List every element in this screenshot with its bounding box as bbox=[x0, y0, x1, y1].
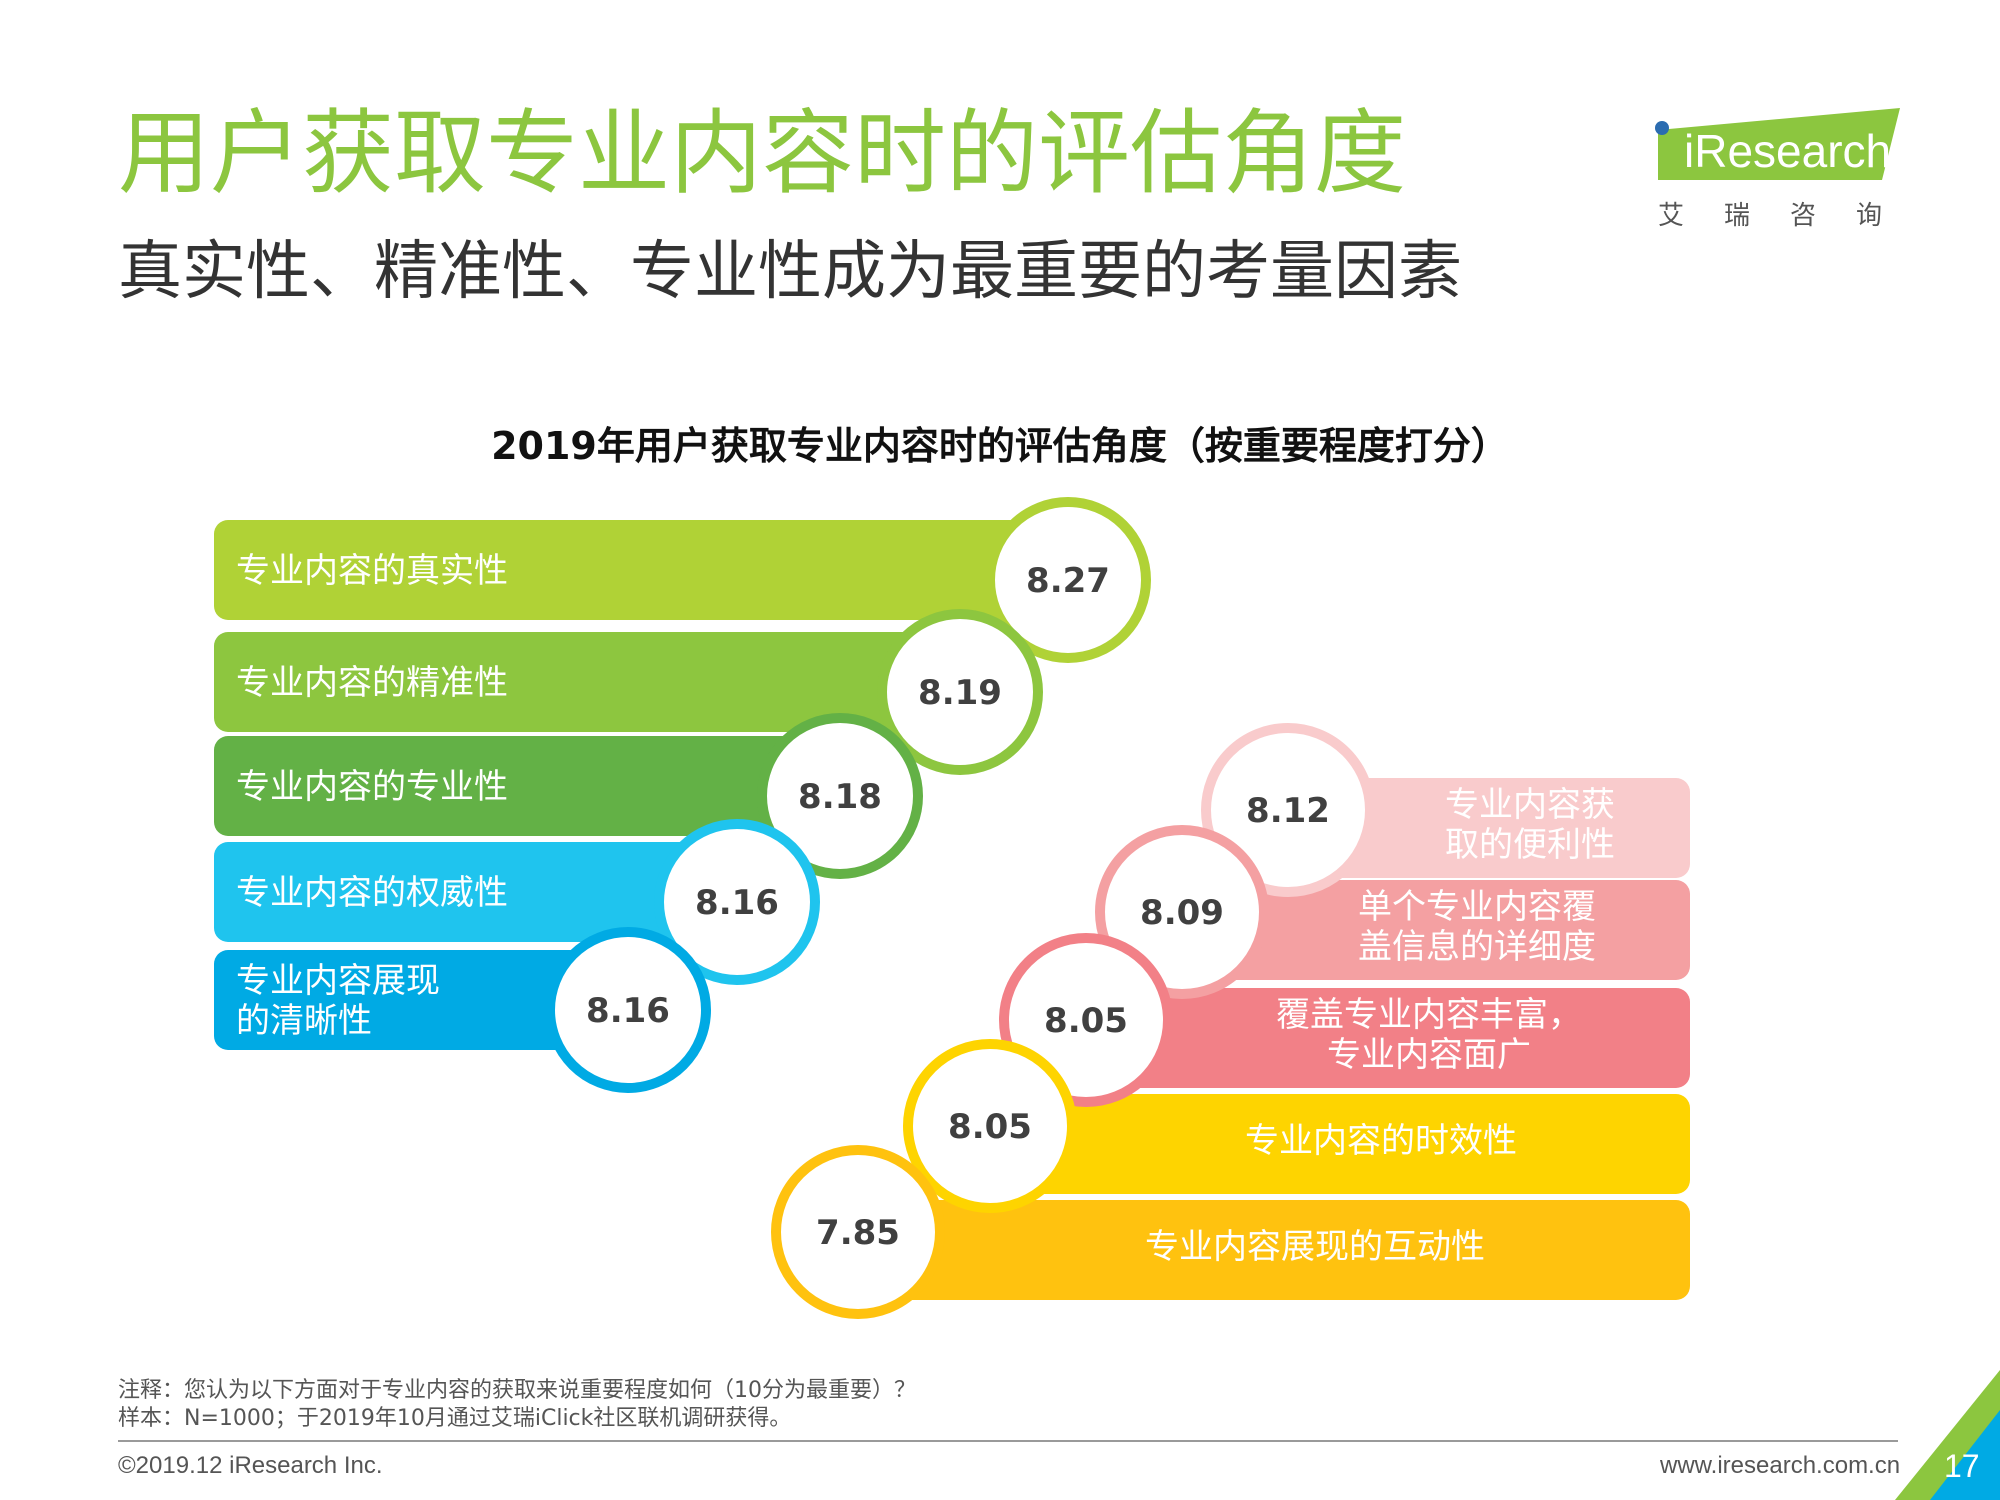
bar-label-right-0-line: 专业内容获 bbox=[1445, 785, 1615, 825]
bar-left-1 bbox=[214, 632, 960, 732]
value-label-left-2-line: 8.18 bbox=[798, 777, 882, 817]
bar-right-1 bbox=[1182, 880, 1690, 980]
value-label-left-2: 8.18 bbox=[798, 777, 882, 817]
bar-label-right-1: 单个专业内容覆盖信息的详细度 bbox=[1358, 887, 1596, 967]
value-label-right-4: 7.85 bbox=[816, 1213, 900, 1253]
bar-label-right-2-line: 专业内容面广 bbox=[1327, 1035, 1531, 1075]
value-label-left-3-line: 8.16 bbox=[695, 883, 779, 923]
page-title: 用户获取专业内容时的评估角度 bbox=[118, 100, 1407, 207]
bar-label-right-2: 覆盖专业内容丰富，专业内容面广 bbox=[1276, 995, 1582, 1075]
value-label-left-1-line: 8.19 bbox=[918, 673, 1002, 713]
logo-wordmark: iResearch bbox=[1684, 125, 1892, 177]
bar-label-right-0: 专业内容获取的便利性 bbox=[1445, 785, 1615, 865]
footer-divider bbox=[118, 1440, 1898, 1442]
value-label-left-1: 8.19 bbox=[918, 673, 1002, 713]
chart-title: 2019年用户获取专业内容时的评估角度（按重要程度打分） bbox=[491, 424, 1509, 468]
bar-label-left-1-line: 专业内容的精准性 bbox=[236, 663, 508, 703]
value-label-right-3-line: 8.05 bbox=[948, 1107, 1032, 1147]
value-circle-right-4 bbox=[771, 1145, 945, 1319]
bar-left-2 bbox=[214, 736, 840, 836]
value-label-left-0-line: 8.27 bbox=[1026, 561, 1110, 601]
bar-right-3 bbox=[990, 1094, 1690, 1194]
bar-label-left-2: 专业内容的专业性 bbox=[236, 767, 508, 807]
chart-note: 注释：您认为以下方面对于专业内容的获取来说重要程度如何（10分为最重要）？ bbox=[118, 1378, 916, 1403]
logo-banner-icon bbox=[1655, 108, 1900, 180]
value-label-right-0: 8.12 bbox=[1246, 791, 1330, 831]
bar-label-left-4-line: 的清晰性 bbox=[236, 1001, 372, 1041]
bar-label-right-4: 专业内容展现的互动性 bbox=[1145, 1227, 1485, 1267]
value-label-right-1: 8.09 bbox=[1140, 893, 1224, 933]
bar-label-right-1-line: 单个专业内容覆 bbox=[1358, 887, 1596, 927]
value-circle-left-3 bbox=[654, 819, 820, 985]
bar-label-left-0-line: 专业内容的真实性 bbox=[236, 551, 508, 591]
value-label-left-3: 8.16 bbox=[695, 883, 779, 923]
bar-right-0 bbox=[1288, 778, 1690, 878]
value-circle-left-1 bbox=[877, 609, 1043, 775]
page-subtitle: 真实性、精准性、专业性成为最重要的考量因素 bbox=[118, 235, 1462, 309]
bar-label-left-0: 专业内容的真实性 bbox=[236, 551, 508, 591]
chart-sample: 样本：N=1000；于2019年10月通过艾瑞iClick社区联机调研获得。 bbox=[118, 1406, 792, 1431]
value-label-right-4-line: 7.85 bbox=[816, 1213, 900, 1253]
iresearch-logo: iResearch 艾瑞咨询 bbox=[1650, 100, 1910, 231]
value-circle-left-4 bbox=[545, 927, 711, 1093]
bar-label-right-0-line: 取的便利性 bbox=[1445, 825, 1615, 865]
value-label-right-3: 8.05 bbox=[948, 1107, 1032, 1147]
value-circle-right-0 bbox=[1201, 723, 1375, 897]
value-label-right-1-line: 8.09 bbox=[1140, 893, 1224, 933]
bar-label-right-4-line: 专业内容展现的互动性 bbox=[1145, 1227, 1485, 1267]
value-label-right-2-line: 8.05 bbox=[1044, 1001, 1128, 1041]
logo-subtitle: 艾瑞咨询 bbox=[1658, 201, 1923, 231]
value-circle-right-3 bbox=[903, 1039, 1077, 1213]
corner-blue-triangle bbox=[1930, 1410, 2000, 1500]
footer-copyright: ©2019.12 iResearch Inc. bbox=[118, 1452, 383, 1479]
footer-website: www.iresearch.com.cn bbox=[1660, 1452, 1901, 1479]
bar-right-2 bbox=[1086, 988, 1690, 1088]
page-number: 17 bbox=[1944, 1448, 1980, 1484]
bar-label-left-4: 专业内容展现的清晰性 bbox=[236, 961, 440, 1041]
value-label-right-2: 8.05 bbox=[1044, 1001, 1128, 1041]
value-label-right-0-line: 8.12 bbox=[1246, 791, 1330, 831]
bar-label-left-1: 专业内容的精准性 bbox=[236, 663, 508, 703]
value-label-left-0: 8.27 bbox=[1026, 561, 1110, 601]
value-label-left-4: 8.16 bbox=[586, 991, 670, 1031]
bar-left-0 bbox=[214, 520, 1068, 620]
bar-label-right-3-line: 专业内容的时效性 bbox=[1245, 1121, 1517, 1161]
bar-label-right-3: 专业内容的时效性 bbox=[1245, 1121, 1517, 1161]
value-circle-left-2 bbox=[757, 713, 923, 879]
bar-label-left-3-line: 专业内容的权威性 bbox=[236, 873, 508, 913]
bar-right-4 bbox=[858, 1200, 1690, 1300]
value-circle-left-0 bbox=[985, 497, 1151, 663]
bar-left-3 bbox=[214, 842, 737, 942]
bar-left-4 bbox=[214, 950, 628, 1050]
bar-label-left-2-line: 专业内容的专业性 bbox=[236, 767, 508, 807]
value-label-left-4-line: 8.16 bbox=[586, 991, 670, 1031]
bar-label-left-3: 专业内容的权威性 bbox=[236, 873, 508, 913]
bar-label-right-1-line: 盖信息的详细度 bbox=[1358, 927, 1596, 967]
bar-label-right-2-line: 覆盖专业内容丰富， bbox=[1276, 995, 1582, 1035]
bar-label-left-4-line: 专业内容展现 bbox=[236, 961, 440, 1001]
